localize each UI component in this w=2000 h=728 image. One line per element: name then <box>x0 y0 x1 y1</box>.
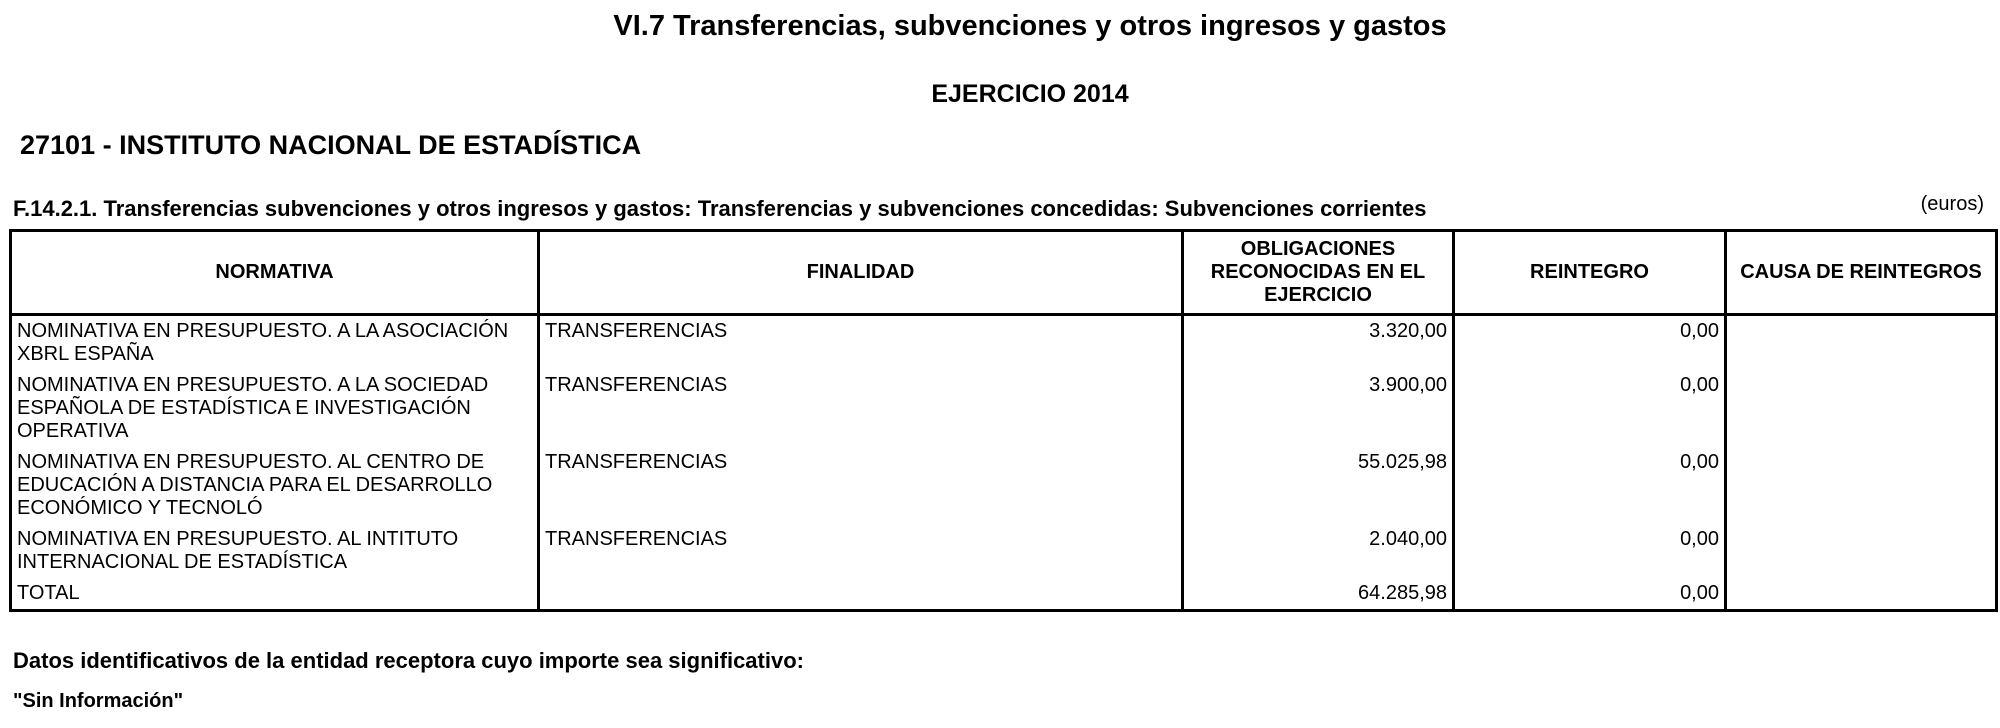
table: NORMATIVA FINALIDAD OBLIGACIONES RECONOCID… <box>9 229 1998 612</box>
causa-cell <box>1724 314 1998 370</box>
table-row: NOMINATIVA EN PRESUPUESTO. AL CENTRO DE … <box>9 447 1998 524</box>
normativa-cell: NOMINATIVA EN PRESUPUESTO. A LA ASOCIACI… <box>9 314 540 370</box>
table-row: NOMINATIVA EN PRESUPUESTO. A LA ASOCIACI… <box>9 314 1998 370</box>
total-row: TOTAL 64.285,98 0,00 <box>9 578 1998 612</box>
finalidad-cell: TRANSFERENCIAS <box>537 447 1184 524</box>
finalidad-cell: TRANSFERENCIAS <box>537 524 1184 578</box>
obligaciones-cell: 3.900,00 <box>1181 370 1455 447</box>
causa-cell <box>1724 370 1998 447</box>
column-header: NORMATIVA <box>9 229 540 316</box>
causa-cell <box>1724 578 1998 612</box>
total-label: TOTAL <box>9 578 540 612</box>
table-row: NOMINATIVA EN PRESUPUESTO. A LA SOCIEDAD… <box>9 370 1998 447</box>
normativa-cell: NOMINATIVA EN PRESUPUESTO. AL CENTRO DE … <box>9 447 540 524</box>
footer-note: "Sin Información" <box>13 690 184 712</box>
column-header: OBLIGACIONES RECONOCIDAS EN EL EJERCICIO <box>1181 229 1455 316</box>
header-row: NORMATIVA FINALIDAD OBLIGACIONES RECONOCID… <box>9 229 1998 316</box>
normativa-cell: NOMINATIVA EN PRESUPUESTO. A LA SOCIEDAD… <box>9 370 540 447</box>
reintegro-cell: 0,00 <box>1452 447 1727 524</box>
footer-label: Datos identificativos de la entidad rece… <box>13 648 804 673</box>
reintegro-cell: 0,00 <box>1452 370 1727 447</box>
causa-cell <box>1724 524 1998 578</box>
section-title: F.14.2.1. Transferencias subvenciones y … <box>13 196 1427 221</box>
obligaciones-cell: 55.025,98 <box>1181 447 1455 524</box>
title: VI.7 Transferencias, subvenciones y otro… <box>613 10 1447 42</box>
normativa-cell: NOMINATIVA EN PRESUPUESTO. AL INTITUTO I… <box>9 524 540 578</box>
column-header: CAUSA DE REINTEGROS <box>1724 229 1998 316</box>
causa-cell <box>1724 447 1998 524</box>
finalidad-cell: TRANSFERENCIAS <box>537 370 1184 447</box>
subtitle: EJERCICIO 2014 <box>931 80 1129 108</box>
unit: (euros) <box>1920 193 1984 215</box>
total-obligaciones: 64.285,98 <box>1181 578 1455 612</box>
table-body: NOMINATIVA EN PRESUPUESTO. A LA ASOCIACI… <box>9 314 1998 612</box>
obligaciones-cell: 2.040,00 <box>1181 524 1455 578</box>
reintegro-cell: 0,00 <box>1452 314 1727 370</box>
finalidad-cell: TRANSFERENCIAS <box>537 314 1184 370</box>
obligaciones-cell: 3.320,00 <box>1181 314 1455 370</box>
table-row: NOMINATIVA EN PRESUPUESTO. AL INTITUTO I… <box>9 524 1998 578</box>
finalidad-cell <box>537 578 1184 612</box>
column-header: REINTEGRO <box>1452 229 1727 316</box>
reintegro-cell: 0,00 <box>1452 524 1727 578</box>
column-header: FINALIDAD <box>537 229 1184 316</box>
entity: 27101 - INSTITUTO NACIONAL DE ESTADÍSTIC… <box>20 130 642 160</box>
total-reintegro: 0,00 <box>1452 578 1727 612</box>
